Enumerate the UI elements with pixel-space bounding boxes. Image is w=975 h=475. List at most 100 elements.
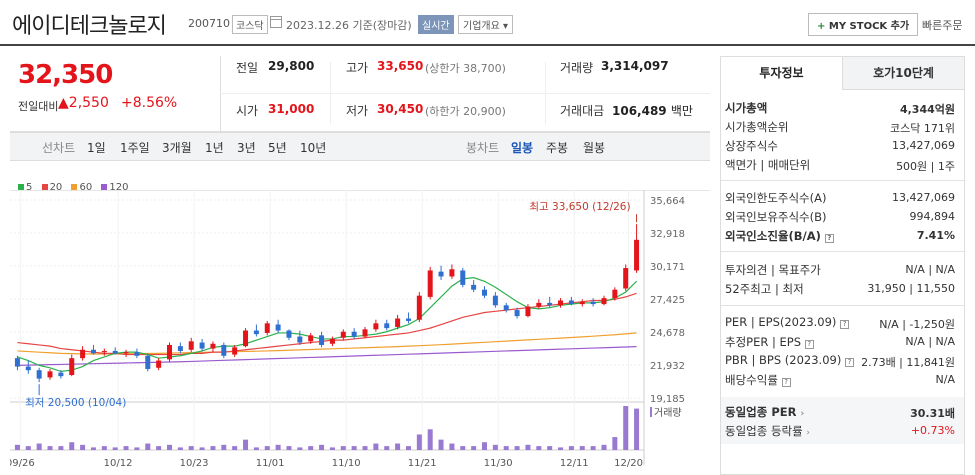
help-icon[interactable]: ? — [825, 234, 834, 243]
candle-body — [580, 302, 585, 304]
volume-value: 3,314,097 — [601, 59, 669, 73]
candle-body — [439, 272, 444, 277]
help-icon[interactable]: ? — [782, 378, 791, 387]
min-price-label: 최저 20,500 (10/04) — [25, 397, 126, 409]
tab-order-book[interactable]: 호가10단계 — [842, 57, 964, 90]
market-cap-value: 4,344억원 — [900, 101, 955, 117]
chevron-down-icon: ▾ — [503, 21, 508, 32]
volume-bar — [439, 440, 444, 450]
high-label: 고가 — [346, 59, 368, 76]
tab-1d[interactable]: 1일 — [87, 139, 106, 156]
tab-5y[interactable]: 5년 — [268, 139, 287, 156]
y-tick-label: 19,185 — [650, 394, 685, 405]
peer-per-value: 30.31배 — [910, 405, 955, 421]
candle-body — [406, 319, 411, 321]
volume-bar — [37, 444, 42, 450]
candle-body — [341, 332, 346, 338]
candle-body — [167, 345, 172, 359]
up-triangle-icon: ▲ — [58, 95, 69, 111]
foreign-held-label: 외국인보유주식수(B) — [725, 209, 827, 225]
candle-body — [210, 344, 215, 349]
est-per-row: 추정PER | EPS ? — [725, 334, 814, 350]
candle-body — [26, 367, 31, 371]
tab-1y[interactable]: 1년 — [205, 139, 224, 156]
peer-change-label: 동일업종 등락률 — [725, 424, 803, 438]
prev-compare-label: 전일대비 — [18, 98, 58, 114]
peer-per-row[interactable]: 동일업종 PER › — [725, 404, 804, 420]
volume-bar — [69, 442, 74, 450]
market-badge: 코스닥 — [232, 15, 268, 34]
volume-bar — [330, 447, 335, 450]
low-label: 저가 — [346, 102, 368, 119]
market-cap-rank-label: 시가총액순위 — [725, 119, 788, 135]
listed-shares-label: 상장주식수 — [725, 138, 778, 154]
help-icon[interactable]: ? — [840, 320, 849, 329]
peer-change-row: 동일업종 등락률 › — [725, 423, 810, 439]
candle-body — [145, 356, 150, 369]
stock-chart[interactable]: 35,664 32,918 30,171 27,425 24,678 21,932 19,1… — [10, 190, 710, 475]
candle-body — [69, 358, 74, 375]
x-tick-label: 11/10 — [332, 458, 361, 469]
week52-label: 52주최고 | 최저 — [725, 281, 804, 297]
tab-1w[interactable]: 1주일 — [120, 139, 150, 156]
price-change-value: 2,550 — [69, 95, 109, 111]
corp-overview-label: 기업개요 — [463, 21, 500, 32]
chevron-right-icon: › — [800, 409, 804, 419]
candle-body — [319, 335, 324, 345]
volume-bar — [48, 446, 53, 450]
candle-body — [254, 331, 259, 335]
prev-close-value: 29,800 — [268, 59, 314, 73]
volume-bar — [634, 409, 639, 450]
tab-weekly[interactable]: 주봉 — [546, 139, 568, 156]
mystock-label: MY STOCK 추가 — [829, 21, 909, 32]
foreign-limit-label: 외국인한도주식수(A) — [725, 190, 826, 206]
opinion-label: 투자의견 | 목표주가 — [725, 262, 821, 278]
tab-3y[interactable]: 3년 — [237, 139, 256, 156]
peer-change-value: +0.73% — [911, 424, 955, 437]
tab-monthly[interactable]: 월봉 — [583, 139, 605, 156]
company-name: 에이디테크놀로지 — [12, 8, 166, 40]
pbr-bps-row: PBR | BPS (2023.09) ? — [725, 353, 854, 367]
volume-bar — [156, 446, 161, 450]
help-icon[interactable]: ? — [805, 340, 814, 349]
tab-invest-info[interactable]: 투자정보 — [721, 57, 842, 90]
candle-body — [58, 373, 63, 377]
x-tick-label: 10/23 — [180, 458, 209, 469]
volume-bar — [308, 446, 313, 450]
open-label: 시가 — [236, 102, 258, 119]
divider — [220, 93, 710, 94]
volume-label: 거래량 — [560, 59, 593, 76]
divider — [721, 180, 964, 181]
per-eps-value: N/A | -1,250원 — [879, 316, 955, 332]
divider — [545, 62, 546, 124]
help-icon[interactable]: ? — [845, 358, 854, 367]
par-value-value: 500원 | 1주 — [896, 158, 955, 174]
candle-body — [352, 332, 357, 337]
candle-body — [482, 290, 487, 296]
volume-bar — [612, 437, 617, 450]
foreign-limit-value: 13,427,069 — [892, 191, 955, 204]
x-tick-label: 12/11 — [560, 458, 589, 469]
volume-bar — [482, 442, 487, 450]
mystock-add-button[interactable]: + MY STOCK 추가 — [808, 13, 918, 36]
divider — [330, 62, 331, 124]
volume-bar — [569, 446, 574, 450]
volume-bar — [547, 446, 552, 450]
volume-bar — [26, 446, 31, 450]
volume-bar — [417, 434, 422, 450]
candle-body — [428, 270, 433, 296]
candle-body — [91, 350, 96, 354]
y-tick-label: 27,425 — [650, 295, 685, 306]
tab-3m[interactable]: 3개월 — [162, 139, 192, 156]
realtime-button[interactable]: 실시간 — [418, 15, 454, 34]
volume-bar — [395, 444, 400, 450]
candle-body — [15, 358, 20, 366]
corp-overview-dropdown[interactable]: 기업개요 ▾ — [458, 15, 513, 34]
tab-daily[interactable]: 일봉 — [511, 139, 533, 156]
divider — [721, 305, 964, 306]
volume-bar — [276, 445, 281, 450]
quick-order-link[interactable]: 빠른주문 — [922, 17, 962, 33]
dividend-label: 배당수익률 — [725, 373, 778, 387]
volume-bar — [525, 445, 530, 450]
tab-10y[interactable]: 10년 — [300, 139, 326, 156]
